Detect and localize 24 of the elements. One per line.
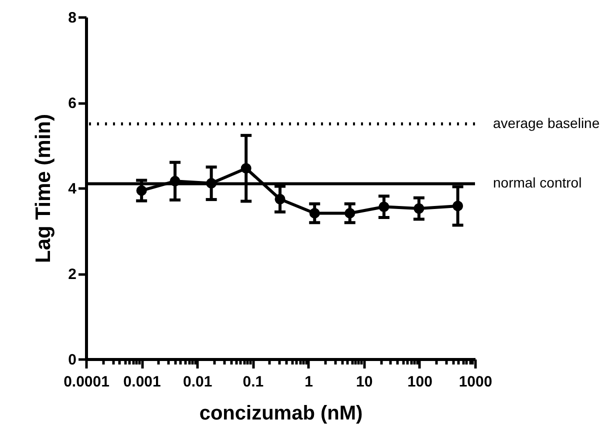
x-tick-label: 10 bbox=[356, 374, 373, 390]
point bbox=[274, 194, 286, 204]
y-tick-label: 6 bbox=[68, 95, 76, 112]
x-tick-label: 0.01 bbox=[183, 374, 212, 390]
x-tick-label: 1000 bbox=[458, 374, 492, 390]
y-tick-label: 2 bbox=[68, 266, 76, 283]
point bbox=[136, 185, 147, 196]
y-tick-label: 8 bbox=[68, 10, 76, 26]
x-tick-label: 100 bbox=[407, 374, 432, 390]
point bbox=[378, 202, 390, 212]
point bbox=[240, 163, 252, 174]
x-tick-label: 0.001 bbox=[123, 374, 161, 390]
y-tick-label: 0 bbox=[68, 352, 76, 368]
x-tick-label: 0.1 bbox=[242, 374, 264, 390]
ref-line-label: average baseline bbox=[493, 114, 600, 131]
x-tick-label: 0.0001 bbox=[64, 374, 110, 390]
y-tick-label: 4 bbox=[68, 180, 78, 198]
point bbox=[309, 208, 320, 218]
x-axis-title: concizumab (nM) bbox=[199, 402, 363, 424]
x-tick-label: 1 bbox=[304, 374, 313, 390]
ref-line-label: normal control bbox=[493, 174, 582, 191]
point bbox=[414, 203, 424, 214]
point bbox=[344, 208, 356, 218]
y-axis-title: Lag Time (min) bbox=[32, 114, 56, 263]
